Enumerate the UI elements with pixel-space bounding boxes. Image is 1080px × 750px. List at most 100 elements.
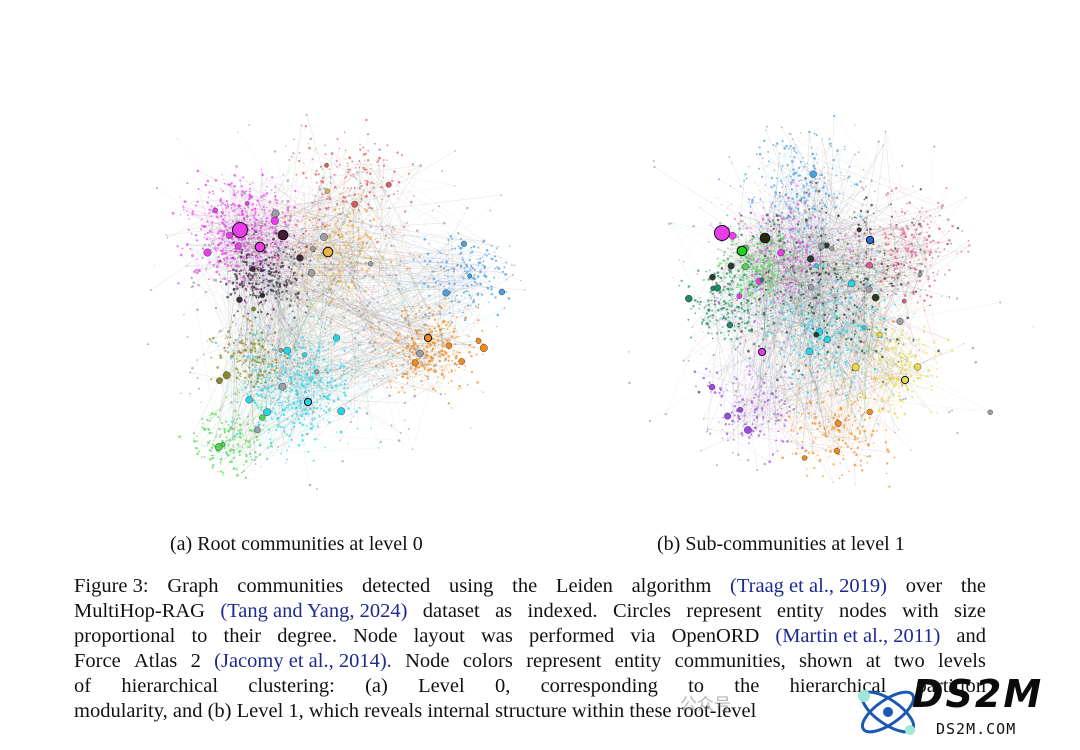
graph-edge xyxy=(279,291,425,370)
entity-node xyxy=(506,279,508,281)
entity-node xyxy=(456,294,458,297)
entity-node xyxy=(261,199,263,202)
graph-edge xyxy=(246,241,375,316)
entity-node xyxy=(377,301,379,304)
entity-node xyxy=(210,340,213,343)
entity-node xyxy=(470,264,473,268)
entity-node xyxy=(195,446,198,450)
entity-node xyxy=(343,341,345,343)
entity-node xyxy=(236,476,238,478)
entity-node xyxy=(275,280,277,283)
entity-node xyxy=(413,194,415,197)
entity-node xyxy=(252,236,254,239)
entity-node xyxy=(301,379,304,383)
entity-node xyxy=(282,318,285,320)
entity-node xyxy=(259,224,262,228)
graph-edge xyxy=(434,352,440,373)
graph-edge xyxy=(370,237,401,338)
entity-node xyxy=(289,276,292,278)
entity-node xyxy=(317,423,319,425)
graph-edge xyxy=(319,360,442,395)
entity-node xyxy=(423,357,426,360)
entity-node xyxy=(237,207,239,209)
entity-node xyxy=(335,203,339,206)
entity-node xyxy=(286,206,290,210)
entity-node xyxy=(251,289,254,292)
graph-edge xyxy=(255,267,425,350)
entity-node xyxy=(241,252,243,255)
entity-node xyxy=(277,388,279,390)
entity-node xyxy=(272,285,275,288)
entity-node xyxy=(465,270,468,273)
graph-edge xyxy=(753,194,836,388)
entity-node xyxy=(254,432,256,435)
graph-edge xyxy=(234,335,408,354)
entity-node xyxy=(320,407,323,410)
graph-edge xyxy=(259,357,273,362)
graph-edge xyxy=(330,322,333,378)
graph-edge xyxy=(270,274,294,291)
entity-node xyxy=(248,265,251,267)
entity-node xyxy=(256,380,259,383)
entity-node xyxy=(214,178,218,182)
entity-node xyxy=(237,190,239,192)
entity-node xyxy=(299,387,302,390)
entity-node xyxy=(318,266,321,268)
graph-edge xyxy=(380,308,411,336)
entity-node xyxy=(271,279,274,282)
entity-node xyxy=(275,349,278,351)
entity-node xyxy=(248,124,250,126)
entity-node xyxy=(335,231,338,235)
graph-edge xyxy=(283,318,475,348)
entity-node xyxy=(212,443,215,446)
graph-edge xyxy=(327,264,358,279)
entity-node xyxy=(254,287,258,291)
graph-edge xyxy=(262,200,467,272)
entity-node xyxy=(291,329,294,331)
entity-node xyxy=(365,168,368,171)
entity-node xyxy=(322,394,325,398)
entity-node xyxy=(200,401,202,403)
entity-node xyxy=(357,331,360,335)
entity-node xyxy=(338,158,340,160)
entity-node xyxy=(245,355,248,357)
entity-node xyxy=(273,275,276,278)
entity-node xyxy=(253,225,257,228)
entity-node xyxy=(393,228,396,231)
graph-edge xyxy=(258,407,269,448)
entity-node xyxy=(464,272,467,275)
entity-node xyxy=(283,284,286,287)
entity-node xyxy=(316,229,318,232)
entity-node xyxy=(254,356,257,358)
graph-edge xyxy=(287,209,499,247)
graph-edge xyxy=(226,377,237,470)
entity-node xyxy=(269,314,272,316)
entity-node xyxy=(211,454,214,457)
entity-node xyxy=(351,276,354,279)
entity-node xyxy=(217,205,219,207)
entity-node xyxy=(421,361,423,364)
entity-node xyxy=(329,407,332,410)
entity-node xyxy=(347,171,350,174)
entity-node xyxy=(215,270,219,274)
entity-node xyxy=(440,306,444,310)
entity-node xyxy=(219,433,222,436)
entity-node xyxy=(310,348,313,351)
entity-node xyxy=(315,181,318,184)
entity-node xyxy=(281,264,285,268)
entity-node xyxy=(458,384,461,388)
entity-node xyxy=(301,357,304,360)
graph-edge xyxy=(246,203,269,240)
entity-node xyxy=(328,274,330,276)
entity-node xyxy=(457,388,459,390)
graph-edge xyxy=(237,205,349,389)
graph-edge xyxy=(249,333,255,461)
entity-node xyxy=(386,144,389,147)
graph-edge xyxy=(191,239,239,288)
graph-edge xyxy=(377,159,385,303)
graph-edge xyxy=(190,372,269,389)
entity-node xyxy=(263,208,266,211)
entity-node xyxy=(443,285,446,287)
graph-edge xyxy=(310,259,481,273)
entity-node xyxy=(383,159,385,161)
